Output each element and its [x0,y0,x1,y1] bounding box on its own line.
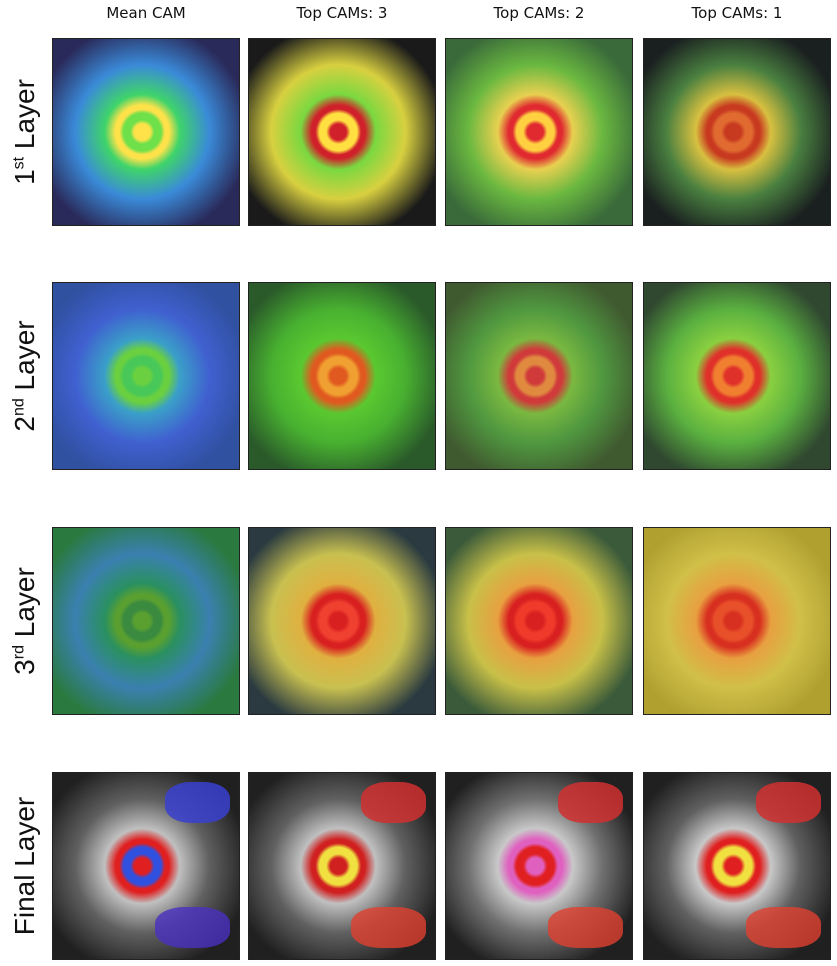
row-text: Final Layer [9,797,40,936]
row-label: 2nd Layer [0,282,50,470]
cam-image [445,772,633,960]
row-label-text: 1st Layer [9,79,41,185]
row-text: Layer [9,320,40,390]
row-label: Final Layer [0,772,50,960]
figure: Mean CAM Top CAMs: 3 Top CAMs: 2 Top CAMs: … [0,0,837,966]
row-label: 1st Layer [0,38,50,226]
column-header: Mean CAM [51,4,241,22]
row-suffix: st [11,157,28,169]
cam-image [445,527,633,715]
row-number: 3 [9,659,40,675]
cam-image [248,282,436,470]
row-number: 2 [9,416,40,432]
row-label-text: 3rd Layer [9,567,41,675]
cam-image [248,527,436,715]
cam-blob [558,782,623,823]
column-header: Top CAMs: 3 [247,4,437,22]
cam-image [643,527,831,715]
row-label: 3rd Layer [0,527,50,715]
row-label-text: Final Layer [9,797,41,936]
row-suffix: rd [11,645,28,659]
cam-blob [548,907,622,948]
cam-image [643,38,831,226]
row-text: Layer [9,567,40,637]
row-suffix: nd [11,398,28,416]
row-number: 1 [9,169,40,185]
cam-blob [746,907,820,948]
cam-image [52,38,240,226]
cam-image [643,772,831,960]
cam-blob [155,907,229,948]
cam-image [248,772,436,960]
column-header: Top CAMs: 2 [444,4,634,22]
cam-blob [165,782,230,823]
row-label-text: 2nd Layer [9,320,41,431]
cam-blob [361,782,426,823]
row-text: Layer [9,79,40,149]
cam-image [445,282,633,470]
cam-image [248,38,436,226]
cam-blob [756,782,821,823]
cam-image [643,282,831,470]
cam-image [52,772,240,960]
column-header: Top CAMs: 1 [642,4,832,22]
cam-image [52,282,240,470]
cam-image [52,527,240,715]
cam-blob [351,907,425,948]
cam-image [445,38,633,226]
